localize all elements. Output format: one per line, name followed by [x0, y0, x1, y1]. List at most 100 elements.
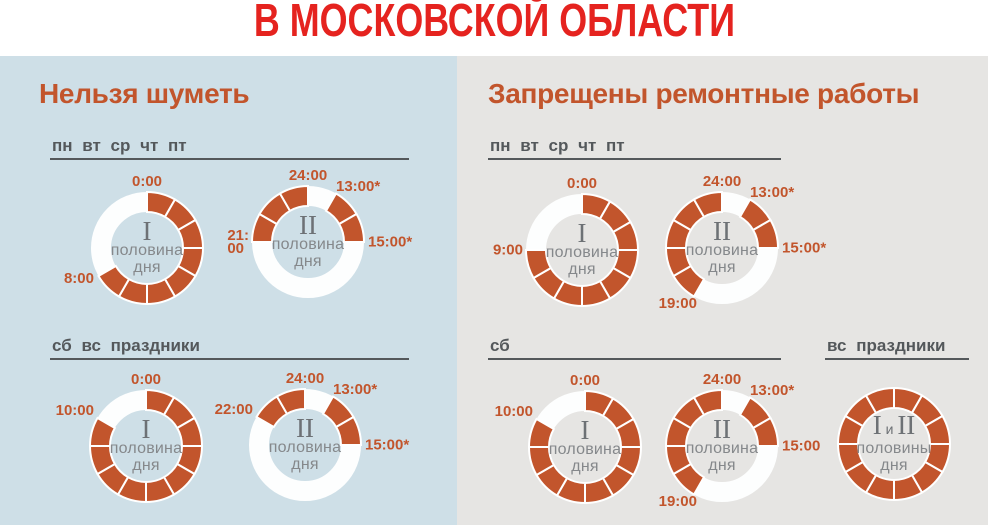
time-label: 9:00: [492, 241, 523, 259]
clock-center-label: II половина дня: [662, 216, 782, 276]
time-label: 24:00: [702, 371, 742, 388]
half-day-numeral: II: [296, 413, 314, 443]
half-day-caption-line: половина: [268, 439, 342, 456]
half-day-caption-line: половина: [685, 440, 759, 457]
half-day-caption-line: дня: [133, 259, 161, 276]
clock-ring: [88, 388, 204, 504]
half-day-numeral: I: [141, 414, 151, 444]
header-repair-sunday-holidays: вс праздники: [825, 337, 969, 360]
active-hour-segment: [864, 386, 895, 415]
half-day-caption-line: половина: [109, 440, 183, 457]
time-label: 10:00: [494, 403, 533, 420]
time-label: 8:00: [63, 270, 94, 287]
page-title: В МОСКОВСКОЙ ОБЛАСТИ: [0, 0, 988, 44]
clock-center-label: II половина дня: [248, 210, 368, 270]
panel-repair-title: Запрещены ремонтные работы: [488, 78, 920, 109]
header-repair-weekdays: пн вт ср чт пт: [488, 137, 781, 160]
active-hour-segment: [278, 184, 309, 213]
time-label: 24:00: [285, 370, 325, 387]
half-day-numeral: II: [713, 414, 731, 444]
half-day-numeral: I: [580, 415, 590, 445]
active-hour-segment: [751, 218, 780, 249]
half-day-caption-line: дня: [571, 458, 599, 475]
half-day-caption-line: дня: [708, 259, 736, 276]
active-hour-segment: [692, 190, 723, 219]
half-day-caption-line: дня: [708, 457, 736, 474]
time-label: 15:00*: [368, 233, 413, 251]
active-hour-segment: [692, 388, 723, 417]
active-hour-segment: [275, 387, 306, 416]
half-day-caption-line: половина: [545, 244, 619, 261]
header-noise-weekend: сб вс праздники: [50, 337, 409, 360]
clock-center-label: I и II половины дня: [834, 410, 954, 474]
half-day-caption-line: половины: [856, 440, 932, 457]
clock-ring: [664, 388, 780, 502]
half-day-numeral: I: [577, 218, 587, 248]
half-day-caption-line: дня: [132, 457, 160, 474]
clock-center-label: II половина дня: [245, 413, 365, 473]
time-label: 22:00: [214, 401, 253, 418]
clock-ring: [249, 387, 363, 501]
clock-noise-weekend-second-half: II половина дня 24:00 13:00* 15:00* 22:00: [200, 357, 410, 527]
time-label: 13:00*: [750, 184, 795, 201]
active-hour-segment: [334, 415, 363, 446]
panel-noise: Нельзя шуметь пн вт ср чт пт сб вс празд…: [0, 56, 457, 525]
active-hour-segment: [527, 417, 556, 448]
clock-ring: [524, 192, 640, 308]
half-day-caption-line: дня: [291, 456, 319, 473]
page-title-text: В МОСКОВСКОЙ ОБЛАСТИ: [253, 0, 735, 46]
clock-center-label: II половина дня: [662, 414, 782, 474]
clock-repair-sun-holidays-all-day: I и II половины дня: [789, 356, 988, 526]
half-day-caption-line: дня: [294, 253, 322, 270]
header-repair-saturday: сб: [488, 337, 781, 360]
clock-repair-sat-second-half: II половина дня 24:00 13:00* 15:00 19:00: [617, 358, 827, 528]
half-day-caption-line: половина: [110, 242, 184, 259]
time-label: 10:00: [55, 402, 94, 419]
time-label: 15:00: [782, 437, 821, 455]
half-day-numeral: II: [299, 210, 317, 240]
active-hour-segment: [524, 249, 553, 280]
active-hour-segment: [97, 264, 131, 298]
active-hour-segment: [337, 212, 366, 243]
time-label: 0:00: [131, 173, 163, 190]
time-label: 13:00*: [336, 178, 381, 195]
time-label: 19:00: [658, 493, 697, 510]
half-day-numeral: I: [142, 216, 152, 246]
half-day-caption-line: половина: [548, 441, 622, 458]
active-hour-segment: [88, 416, 117, 447]
time-label: 15:00*: [782, 239, 827, 257]
panel-noise-title: Нельзя шуметь: [39, 78, 250, 109]
clock-noise-weekdays-second-half: II половина дня 24:00 13:00* 15:00* 21: 00: [203, 154, 413, 324]
half-day-caption-line: половина: [271, 236, 345, 253]
clock-repair-weekdays-second-half: II половина дня 24:00 13:00* 15:00* 19:00: [617, 160, 827, 330]
time-label: 24:00: [288, 167, 328, 184]
time-label: 0:00: [569, 372, 601, 389]
time-label: 24:00: [702, 173, 742, 190]
time-label: 0:00: [130, 371, 162, 388]
half-day-caption-line: дня: [880, 457, 908, 474]
clock-ring: [836, 386, 952, 502]
clock-ring: [527, 389, 643, 505]
header-noise-weekdays: пн вт ср чт пт: [50, 137, 409, 160]
time-label: 21: 00: [227, 227, 249, 257]
half-day-numeral: I и II: [872, 410, 916, 440]
clock-ring: [250, 184, 366, 298]
active-hour-segment: [751, 416, 780, 447]
half-day-caption-line: дня: [568, 261, 596, 278]
clock-ring: [91, 190, 205, 306]
time-label: 19:00: [658, 295, 697, 312]
half-day-caption-line: половина: [685, 242, 759, 259]
time-label: 13:00*: [333, 381, 378, 398]
clock-ring: [664, 190, 780, 304]
time-label: 13:00*: [750, 382, 795, 399]
time-label: 0:00: [566, 175, 598, 192]
half-day-numeral: II: [713, 216, 731, 246]
